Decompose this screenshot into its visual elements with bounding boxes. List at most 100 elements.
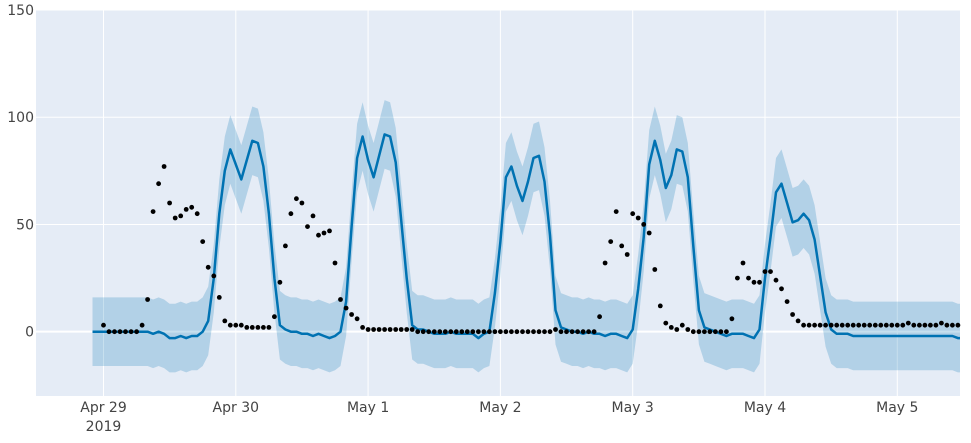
observed-point [156,181,162,187]
observed-point [161,164,167,169]
observed-point [283,243,288,249]
observed-point [823,322,828,328]
observed-point [911,322,917,328]
observed-point [299,200,305,206]
observed-point [696,329,702,335]
observed-point [602,260,608,266]
observed-point [128,329,134,335]
observed-point [751,279,757,285]
x-tick-label: May 1 [347,400,389,416]
observed-point [569,329,575,335]
observed-point [464,329,470,335]
observed-point [718,329,724,335]
observed-point [310,213,316,219]
observed-point [536,329,542,335]
observed-point [674,327,680,332]
observed-point [900,322,906,328]
observed-point [861,322,867,328]
observed-point [917,322,922,328]
x-tick-label: May 3 [612,400,654,416]
observed-point [189,204,195,210]
observed-point [630,211,636,217]
observed-point [795,318,801,324]
observed-point [498,329,503,335]
observed-point [393,327,399,332]
observed-point [316,232,321,238]
observed-point [112,329,117,335]
observed-point [939,320,944,326]
observed-point [117,329,123,335]
observed-point [950,322,955,328]
observed-point [426,329,432,335]
observed-point [657,303,663,309]
observed-point [442,329,448,335]
observed-point [288,211,294,217]
observed-point [685,327,691,332]
x-axis-ticks: Apr 29 2019 Apr 30 May 1 May 2 May 3 May 4 May … [80,400,918,435]
observed-point [922,322,928,328]
observed-point [547,329,553,335]
observed-point [586,329,591,335]
observed-point [591,329,597,335]
observed-point [277,279,283,285]
forecast-line [92,133,960,340]
observed-point [244,325,250,330]
observed-point [889,322,895,328]
observed-point [349,312,354,317]
observed-point [635,215,641,221]
observed-point [476,329,481,335]
observed-point [740,260,746,266]
observed-point [503,329,509,335]
observed-point [817,322,823,328]
observed-point [839,322,845,328]
observed-point [652,267,658,272]
y-tick-label: 150 [7,3,34,19]
observed-point [553,327,558,332]
observed-point [266,325,272,330]
observed-point [608,239,614,245]
observed-point [459,329,465,335]
observed-point [409,327,415,332]
observed-point [387,327,393,332]
observed-point [272,314,277,320]
observed-point [338,297,343,302]
observed-point [404,327,410,332]
observed-point [227,322,233,328]
observed-point [867,322,873,328]
observed-point [376,327,382,332]
observed-point [702,329,707,335]
observed-point [106,329,112,335]
observed-point [564,329,569,335]
observed-point [205,264,211,270]
observed-point [178,213,184,219]
observed-point [365,327,371,332]
observed-point [200,239,206,245]
observed-point [382,327,387,332]
observed-point [470,329,476,335]
observed-point [183,207,189,212]
observed-point [707,329,713,335]
observed-point [784,299,790,304]
observed-point [668,325,674,330]
observed-point [525,329,531,335]
observed-point [729,316,735,322]
observed-point [255,325,261,330]
x-tick-label: Apr 29 [80,400,126,416]
observed-point [305,224,310,230]
observed-point [597,314,602,320]
observed-point [509,329,514,335]
observed-point [398,327,404,332]
observed-point [481,329,487,335]
observed-point [514,329,520,335]
observed-point [878,322,884,328]
observed-point [806,322,812,328]
observed-point [327,228,332,234]
observed-point [801,322,806,328]
observed-point [453,329,459,335]
observed-point [779,286,784,292]
observed-point [790,312,795,317]
observed-point [542,329,547,335]
x-tick-label: May 4 [744,400,786,416]
observed-point [194,211,200,217]
